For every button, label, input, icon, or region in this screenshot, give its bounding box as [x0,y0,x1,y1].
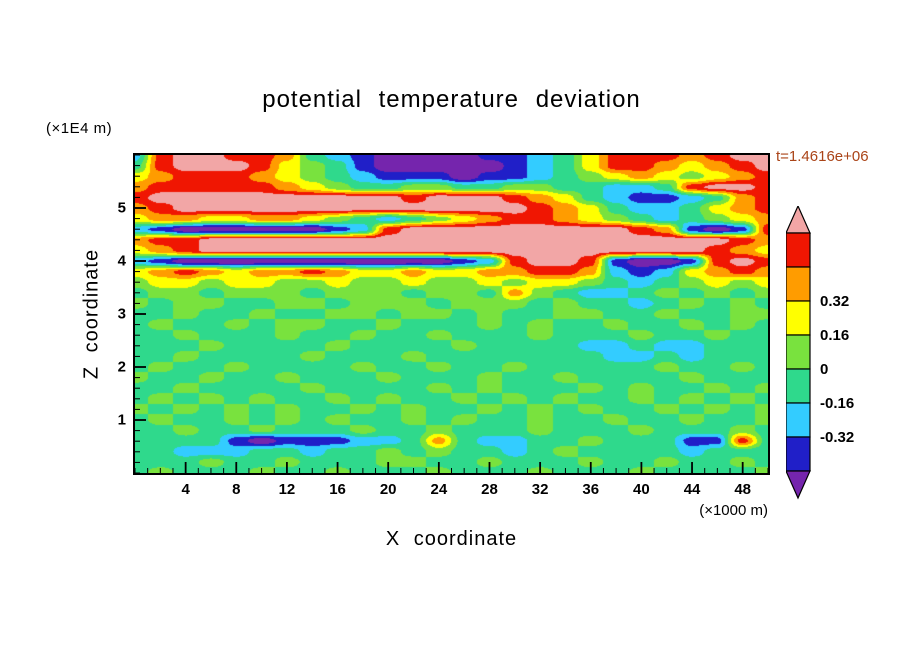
x-tick-label: 40 [633,481,650,498]
colorbar-bottom-arrow [786,470,811,500]
colorbar-band [786,368,811,404]
x-tick-label: 4 [181,481,190,498]
z-axis-unit-label: (×1E4 m) [46,120,113,137]
z-tick-label: 3 [117,305,126,323]
z-tick-label: 4 [117,252,126,270]
x-tick-label: 28 [481,481,498,498]
colorbar-label: -0.32 [820,429,854,446]
z-tick-label: 2 [117,358,126,376]
colorbar-band [786,402,811,438]
x-tick-label: 24 [430,481,448,498]
z-tick-label: 5 [117,199,126,217]
x-axis-unit-label: (×1000 m) [699,502,768,519]
colorbar-band [786,232,811,268]
chart-title: potential temperature deviation [262,86,641,113]
x-tick-label: 8 [232,481,241,498]
colorbar-label: 0.32 [820,293,849,310]
x-axis-title: X coordinate [385,528,518,550]
colorbar-label: 0.16 [820,327,849,344]
x-tick-label: 20 [379,481,397,498]
time-annotation: t=1.4616e+06 [776,148,869,165]
x-tick-label: 16 [329,481,346,498]
z-axis-title: Z coordinate [80,248,103,380]
z-tick-label: 1 [117,411,126,429]
colorbar-label: 0 [820,361,828,378]
colorbar-label: -0.16 [820,395,854,412]
x-tick-label: 12 [278,481,296,498]
axes-tick-marks [134,154,769,474]
colorbar: 0.32 0.16 0 -0.16 -0.32 [786,206,854,500]
x-tick-label: 48 [734,481,752,498]
x-tick-label: 44 [683,481,701,498]
plot-frame [133,153,770,475]
colorbar-band [786,436,811,472]
colorbar-top-arrow [786,206,811,234]
colorbar-band [786,334,811,370]
colorbar-band [786,266,811,302]
x-tick-label: 36 [582,481,600,498]
colorbar-band [786,300,811,336]
x-tick-label: 32 [531,481,549,498]
contour-field-canvas [135,155,768,473]
